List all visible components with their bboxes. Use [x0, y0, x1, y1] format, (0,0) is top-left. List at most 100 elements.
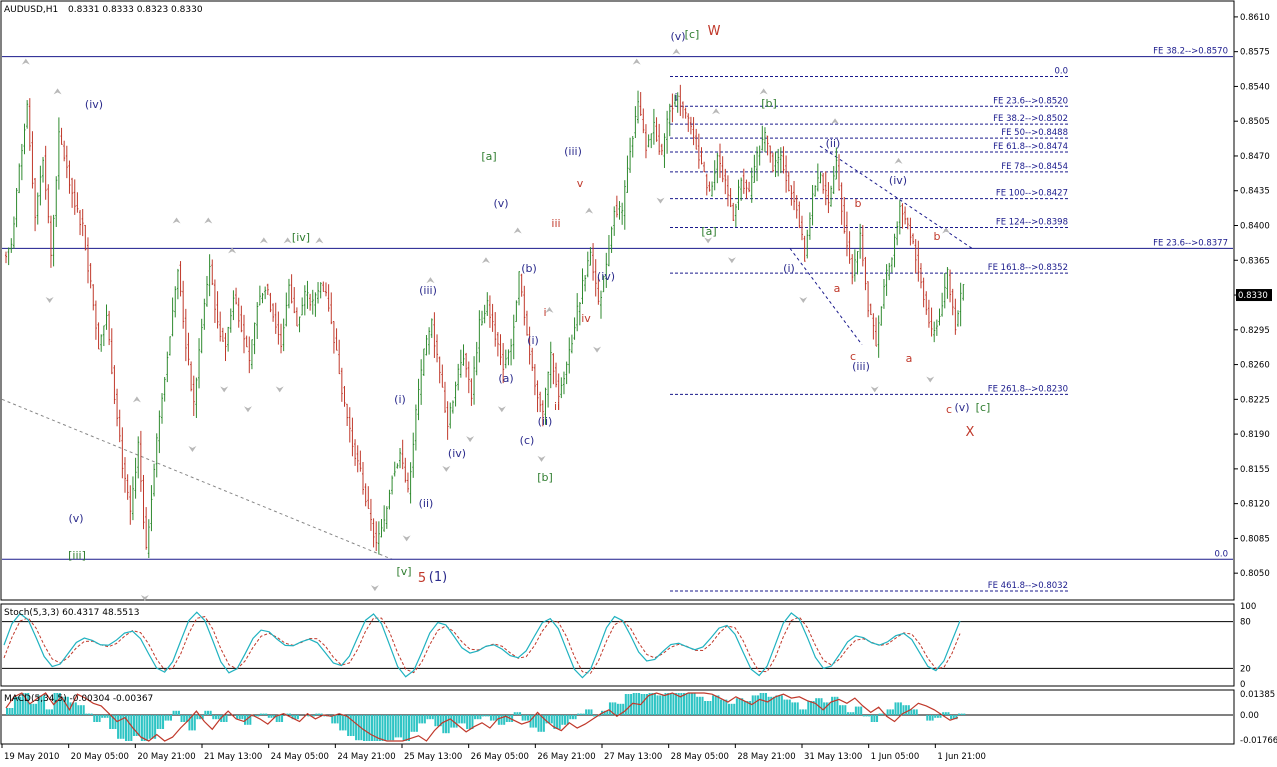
macd-histogram-bar	[8, 708, 11, 715]
macd-histogram-bar	[56, 693, 59, 715]
wave-label: [iv]	[292, 231, 310, 244]
time-tick-label: 26 May 21:00	[537, 752, 595, 762]
fractal-up-arrow	[53, 88, 62, 95]
macd-histogram-bar	[196, 715, 199, 720]
wave-label: (c)	[520, 434, 535, 447]
macd-histogram-bar	[468, 715, 471, 729]
wave-label: [v]	[396, 565, 411, 578]
macd-histogram-bar	[265, 713, 268, 715]
macd-histogram-bar	[725, 699, 728, 715]
macd-histogram-bar	[273, 715, 276, 718]
wave-label: (i)	[527, 334, 539, 347]
macd-histogram-bar	[249, 715, 252, 725]
wave-label: c	[850, 350, 856, 363]
macd-histogram-bar	[664, 693, 667, 715]
trend-line	[1, 398, 393, 560]
fib-level-label: FE 61.8-->0.8474	[993, 142, 1068, 152]
macd-histogram-bar	[952, 715, 955, 720]
macd-histogram-bar	[624, 694, 627, 715]
fractal-down-arrow	[188, 446, 197, 452]
last-price-box	[1236, 289, 1272, 302]
macd-histogram-bar	[534, 715, 537, 728]
price-tick-label: 0.8540	[1240, 82, 1270, 92]
macd-histogram-bar	[958, 713, 961, 715]
macd-histogram-bar	[95, 715, 98, 722]
macd-histogram-bar	[775, 695, 778, 715]
macd-histogram-bar	[103, 715, 106, 718]
macd-histogram-bar	[841, 705, 844, 715]
fractal-up-arrow	[204, 217, 213, 224]
macd-histogram-bar	[418, 715, 421, 724]
fractal-up-arrow	[132, 396, 141, 403]
macd-histogram-bar	[315, 713, 318, 715]
macd-histogram-bar	[836, 696, 839, 715]
fractal-down-arrow	[45, 297, 54, 303]
macd-histogram-bar	[542, 715, 545, 732]
macd-histogram-bar	[413, 715, 416, 732]
macd-histogram-bar	[6, 708, 9, 715]
macd-histogram-bar	[164, 715, 167, 721]
fib-level-label: FE 78-->0.8454	[1001, 162, 1068, 172]
macd-histogram-bar	[537, 715, 540, 732]
fractal-down-arrow	[220, 386, 229, 393]
macd-histogram-bar	[611, 702, 614, 715]
fractal-up-arrow	[513, 227, 522, 234]
macd-histogram-bar	[563, 715, 567, 725]
macd-histogram-bar	[690, 693, 693, 715]
macd-histogram-bar	[503, 715, 506, 725]
wave-label: (i)	[394, 393, 406, 406]
macd-histogram-bar	[807, 701, 810, 715]
ohlc-header: 0.8331 0.8333 0.8323 0.8330	[68, 5, 203, 15]
price-tick-label: 0.8050	[1240, 569, 1270, 579]
stoch-frame	[0, 603, 1235, 687]
macd-histogram-bar	[934, 715, 937, 718]
macd-histogram-bar	[749, 701, 752, 715]
macd-histogram-bar	[447, 715, 450, 734]
macd-histogram-bar	[839, 705, 842, 715]
macd-histogram-bar	[513, 712, 516, 715]
macd-histogram-bar	[312, 715, 315, 717]
macd-histogram-bar	[296, 715, 299, 720]
macd-histogram-bar	[339, 715, 342, 731]
macd-histogram-bar	[550, 715, 553, 724]
time-tick-label: 24 May 05:00	[271, 752, 329, 762]
macd-histogram-bar	[199, 715, 202, 720]
macd-histogram-bar	[780, 695, 783, 715]
fractal-down-arrow	[370, 585, 379, 592]
wave-label: i	[543, 306, 546, 319]
macd-histogram-bar	[677, 693, 680, 715]
macd-histogram-bar	[397, 715, 400, 738]
macd-histogram-bar	[35, 703, 38, 715]
macd-histogram-bar	[640, 694, 643, 715]
macd-histogram-bar	[505, 715, 508, 722]
wave-label: (ii)	[826, 137, 841, 150]
macd-histogram-bar	[487, 715, 490, 717]
main-chart-frame	[0, 0, 1235, 601]
macd-histogram-bar	[500, 715, 503, 725]
macd-histogram-bar	[767, 696, 770, 715]
macd-histogram-bar	[643, 694, 646, 715]
macd-histogram-bar	[796, 702, 799, 715]
macd-histogram-bar	[730, 703, 733, 715]
macd-histogram-bar	[159, 715, 162, 729]
macd-histogram-bar	[566, 715, 569, 725]
wave-label: (v)	[68, 512, 83, 525]
fractal-up-arrow	[481, 257, 490, 264]
wave-label: ii	[554, 400, 560, 413]
macd-histogram-bar	[614, 702, 617, 715]
macd-histogram-bar	[529, 715, 532, 728]
macd-histogram-bar	[706, 701, 709, 715]
macd-histogram-bar	[759, 693, 762, 715]
wave-label: v	[577, 177, 584, 190]
macd-histogram-bar	[40, 695, 43, 715]
stochastic-oscillator: 100 80 20 0	[2, 602, 1256, 690]
wave-label: (iv)	[448, 447, 466, 460]
macd-histogram-bar	[889, 709, 892, 715]
macd-histogram-bar	[571, 715, 574, 720]
macd-histogram-bar	[936, 715, 939, 718]
time-tick-label: 1 Jun 05:00	[871, 752, 920, 762]
macd-histogram-bar	[804, 709, 807, 715]
macd-histogram-bar	[558, 715, 561, 729]
macd-histogram-bar	[368, 715, 371, 741]
wave-label: [a]	[481, 150, 496, 163]
